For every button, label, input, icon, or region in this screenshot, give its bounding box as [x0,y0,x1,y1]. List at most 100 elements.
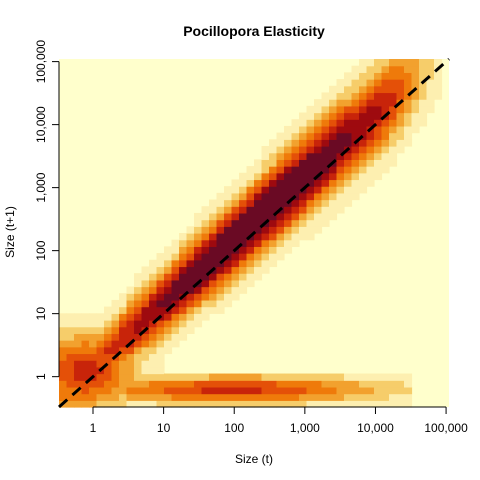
heatmap-cell [329,99,337,106]
heatmap-cell [389,66,397,73]
heatmap-cell [217,300,225,307]
heatmap-cell [232,233,240,240]
heatmap-cell [179,280,187,287]
heatmap-cell [292,380,300,387]
heatmap-cell [359,119,367,126]
heatmap-cell [269,374,277,381]
heatmap-cell [307,394,315,401]
heatmap-cell [344,119,352,126]
heatmap-cell [89,387,97,394]
heatmap-cell [127,374,135,381]
heatmap-cell [67,347,75,354]
heatmap-cell [352,380,360,387]
heatmap-cell [74,374,82,381]
heatmap-cell [142,367,150,374]
heatmap-cell [119,374,127,381]
heatmap-cell [142,293,150,300]
heatmap-cell [247,273,255,280]
heatmap-cell [254,387,262,394]
heatmap-cell [194,313,202,320]
heatmap-cell [337,206,345,213]
heatmap-cell [74,380,82,387]
heatmap-cell [209,374,217,381]
heatmap-cell [314,186,322,193]
heatmap-cell [247,380,255,387]
heatmap-cell [389,380,397,387]
heatmap-cell [299,113,307,120]
heatmap-cell [322,126,330,133]
heatmap-cell [74,367,82,374]
heatmap-cell [224,186,232,193]
heatmap-cell [374,106,382,113]
heatmap-cell [127,293,135,300]
heatmap-cell [164,280,172,287]
heatmap-cell [352,79,360,86]
heatmap-cell [427,99,435,106]
heatmap-cell [157,374,165,381]
heatmap-cell [82,360,90,367]
heatmap-cell [389,113,397,120]
heatmap-cell [344,72,352,79]
heatmap-cell [337,92,345,99]
heatmap-cell [337,126,345,133]
heatmap-cell [172,273,180,280]
heatmap-cell [262,153,270,160]
heatmap-cell [127,394,135,401]
heatmap-cell [292,220,300,227]
heatmap-cell [164,394,172,401]
heatmap-cell [172,260,180,267]
heatmap-cell [404,139,412,146]
heatmap-cell [322,387,330,394]
heatmap-cell [367,139,375,146]
heatmap-cell [254,266,262,273]
heatmap-cell [277,179,285,186]
heatmap-cell [374,86,382,93]
heatmap-cell [299,146,307,153]
heatmap-cell [112,313,120,320]
heatmap-cell [307,374,315,381]
heatmap-cell [262,253,270,260]
heatmap-cell [217,387,225,394]
heatmap-cell [209,280,217,287]
heatmap-cell [262,206,270,213]
heatmap-cell [172,387,180,394]
heatmap-cell [247,253,255,260]
heatmap-cell [284,226,292,233]
heatmap-cell [352,387,360,394]
heatmap-cell [314,374,322,381]
heatmap-cell [172,327,180,334]
heatmap-cell [157,307,165,314]
heatmap-cell [322,200,330,207]
heatmap-cell [427,66,435,73]
heatmap-cell [262,146,270,153]
heatmap-cell [187,300,195,307]
heatmap-cell [299,213,307,220]
heatmap-cell [67,327,75,334]
heatmap-cell [419,119,427,126]
heatmap-cell [187,246,195,253]
heatmap-cell [269,246,277,253]
heatmap-cell [194,287,202,294]
heatmap-cell [232,260,240,267]
heatmap-cell [149,280,157,287]
heatmap-cell [352,119,360,126]
heatmap-cell [434,79,442,86]
heatmap-cell [164,327,172,334]
heatmap-cell [127,313,135,320]
heatmap-cell [164,273,172,280]
heatmap-cell [314,99,322,106]
heatmap-cell [239,173,247,180]
heatmap-cell [329,394,337,401]
heatmap-cell [217,380,225,387]
heatmap-cell [367,394,375,401]
heatmap-cell [74,353,82,360]
heatmap-cell [367,166,375,173]
heatmap-cell [164,387,172,394]
heatmap-cell [374,66,382,73]
heatmap-cell [59,333,67,340]
heatmap-cell [299,200,307,207]
heatmap-cell [344,173,352,180]
heatmap-cell [202,307,210,314]
heatmap-cell [329,179,337,186]
heatmap-cell [337,159,345,166]
